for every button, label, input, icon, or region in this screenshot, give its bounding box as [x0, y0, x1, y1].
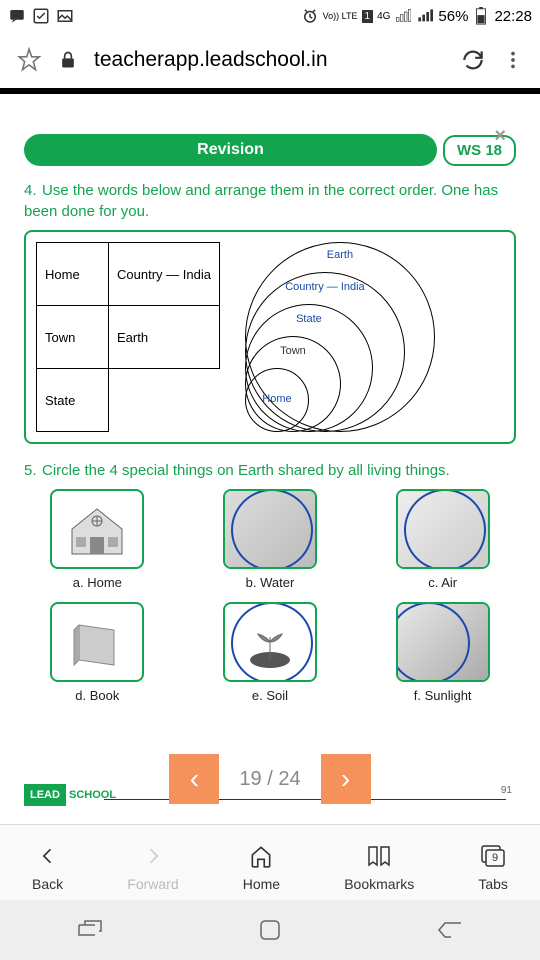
option-label: c. Air	[379, 575, 506, 590]
alarm-icon	[301, 7, 319, 25]
signal-icon	[394, 7, 412, 25]
q4-number: 4.	[24, 180, 42, 201]
q5-number: 5.	[24, 460, 42, 481]
battery-label: 56%	[438, 8, 468, 25]
option-label: e. Soil	[207, 688, 334, 703]
close-icon[interactable]: ×	[494, 125, 506, 148]
signal2-icon	[416, 7, 434, 25]
chat-icon	[8, 7, 26, 25]
status-bar: Vo)) LTE 1 4G 56% 22:28	[0, 0, 540, 32]
circle-label-earth: Earth	[246, 249, 434, 261]
selection-circle	[231, 489, 313, 569]
circle-label-home: Home	[246, 393, 308, 405]
nav-tabs[interactable]: 9 Tabs	[478, 842, 508, 892]
options-grid: a. Home b. Water c. Air d. Book e. Soil	[24, 489, 516, 703]
sim-label: 1	[362, 10, 374, 23]
bookmarks-icon	[365, 843, 393, 869]
book-icon	[67, 615, 127, 670]
selection-circle	[231, 602, 313, 682]
table-cell: Earth	[109, 306, 220, 369]
nav-label: Bookmarks	[344, 876, 414, 892]
circle-label-town: Town	[246, 345, 340, 357]
system-nav	[0, 900, 540, 960]
home-icon	[248, 843, 274, 869]
recents-button[interactable]	[70, 910, 110, 950]
nav-home[interactable]: Home	[243, 842, 280, 892]
worksheet-badge: WS 18 ×	[443, 135, 516, 166]
question-5: 5.Circle the 4 special things on Earth s…	[24, 460, 516, 481]
house-icon	[62, 499, 132, 559]
option-label: a. Home	[34, 575, 161, 590]
question-4: 4.Use the words below and arrange them i…	[24, 180, 516, 222]
page-indicator: 19 / 24	[239, 768, 300, 791]
nav-label: Forward	[127, 876, 178, 892]
option-label: b. Water	[207, 575, 334, 590]
nav-forward: Forward	[127, 842, 178, 892]
option-c: c. Air	[379, 489, 506, 590]
concentric-circles: Earth Country — India State Town Home	[240, 242, 440, 432]
option-e: e. Soil	[207, 602, 334, 703]
image-icon	[56, 7, 74, 25]
reload-icon[interactable]	[460, 47, 486, 73]
bookmark-star-icon[interactable]	[16, 47, 42, 73]
tabs-icon: 9	[479, 843, 507, 869]
option-label: d. Book	[34, 688, 161, 703]
chevron-left-icon	[38, 844, 58, 868]
volte-label: Vo)) LTE	[323, 12, 358, 21]
network-label: 4G	[377, 11, 390, 22]
back-button[interactable]	[430, 910, 470, 950]
next-page-button[interactable]: ›	[321, 754, 371, 804]
option-label: f. Sunlight	[379, 688, 506, 703]
option-b: b. Water	[207, 489, 334, 590]
table-cell: State	[37, 369, 109, 432]
lock-icon	[58, 50, 78, 70]
nav-label: Back	[32, 876, 63, 892]
selection-circle	[396, 602, 470, 682]
option-d: d. Book	[34, 602, 161, 703]
prev-page-button[interactable]: ‹	[169, 754, 219, 804]
revision-header: Revision	[24, 134, 437, 166]
selection-circle	[404, 489, 486, 569]
chevron-right-icon	[143, 844, 163, 868]
nav-label: Home	[243, 876, 280, 892]
q5-text: Circle the 4 special things on Earth sha…	[42, 462, 450, 479]
time-label: 22:28	[494, 8, 532, 25]
check-icon	[32, 7, 50, 25]
q4-box: HomeCountry — India TownEarth State Eart…	[24, 230, 516, 444]
home-button[interactable]	[250, 910, 290, 950]
svg-text:9: 9	[492, 852, 498, 864]
browser-bar: teacherapp.leadschool.in	[0, 32, 540, 88]
content-area: Revision WS 18 × 4.Use the words below a…	[0, 88, 540, 824]
table-cell: Town	[37, 306, 109, 369]
q4-text: Use the words below and arrange them in …	[24, 182, 498, 220]
nav-label: Tabs	[478, 876, 508, 892]
battery-icon	[472, 7, 490, 25]
table-cell: Home	[37, 243, 109, 306]
word-table: HomeCountry — India TownEarth State	[36, 242, 220, 432]
more-icon[interactable]	[502, 49, 524, 71]
option-a: a. Home	[34, 489, 161, 590]
circle-label-country: Country — India	[246, 281, 404, 293]
table-cell: Country — India	[109, 243, 220, 306]
browser-nav: Back Forward Home Bookmarks 9 Tabs	[0, 824, 540, 900]
nav-back[interactable]: Back	[32, 842, 63, 892]
pager: ‹ 19 / 24 ›	[4, 754, 536, 804]
option-f: f. Sunlight	[379, 602, 506, 703]
url-text[interactable]: teacherapp.leadschool.in	[94, 48, 444, 72]
circle-label-state: State	[246, 313, 372, 325]
nav-bookmarks[interactable]: Bookmarks	[344, 842, 414, 892]
